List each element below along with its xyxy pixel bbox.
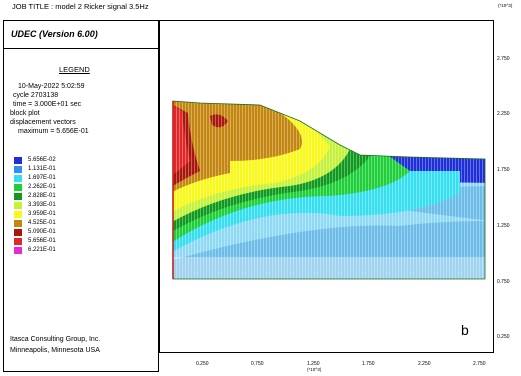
plot-type: block plot xyxy=(10,110,40,117)
displacement-contours xyxy=(173,101,485,279)
contour-level-label: 5.090E-01 xyxy=(28,229,56,235)
x-axis-exponent: (*10^3) xyxy=(307,367,322,372)
x-tick-label: 2.250 xyxy=(418,361,431,367)
contour-swatch xyxy=(14,202,22,209)
y-tick-label: 2.250 xyxy=(497,111,510,117)
run-time: time = 3.000E+01 sec xyxy=(13,101,82,108)
contour-level-label: 5.656E-01 xyxy=(28,238,56,244)
program-title: UDEC (Version 6.00) xyxy=(11,29,98,39)
y-tick-label: 0.750 xyxy=(497,279,510,285)
contour-swatch xyxy=(14,229,22,236)
contour-swatch xyxy=(14,247,22,254)
contour-level-label: 6.221E-01 xyxy=(28,247,56,253)
contour-level-label: 3.959E-01 xyxy=(28,211,56,217)
x-tick-label: 0.750 xyxy=(251,361,264,367)
vector-maximum: maximum = 5.656E-01 xyxy=(18,128,89,135)
contour-level-label: 4.525E-01 xyxy=(28,220,56,226)
contour-level-label: 1.697E-01 xyxy=(28,175,56,181)
vector-type: displacement vectors xyxy=(10,119,76,126)
run-cycle: cycle 2703138 xyxy=(13,92,59,99)
contour-swatch xyxy=(14,238,22,245)
lower-vector-zone xyxy=(173,257,485,279)
contour-level-label: 5.656E-02 xyxy=(28,157,56,163)
contour-swatch xyxy=(14,175,22,182)
y-tick-label: 1.250 xyxy=(497,223,510,229)
x-tick-label: 1.750 xyxy=(362,361,375,367)
y-tick-label: 2.750 xyxy=(497,56,510,62)
contour-level-label: 3.393E-01 xyxy=(28,202,56,208)
contour-level-label: 2.262E-01 xyxy=(28,184,56,190)
job-title: JOB TITLE : model 2 Ricker signal 3.5Hz xyxy=(12,2,149,11)
contour-swatch xyxy=(14,193,22,200)
y-tick-label: 1.750 xyxy=(497,167,510,173)
contour-level-label: 1.131E-01 xyxy=(28,166,56,172)
program-title-row: UDEC (Version 6.00) xyxy=(4,21,158,49)
y-tick-label: 0.250 xyxy=(497,334,510,340)
run-date: 10-May-2022 5:02:59 xyxy=(18,83,85,90)
contour-swatch xyxy=(14,166,22,173)
contour-swatch xyxy=(14,157,22,164)
contour-swatch xyxy=(14,184,22,191)
x-tick-label: 2.750 xyxy=(473,361,486,367)
legend-panel: UDEC (Version 6.00) LEGEND 10-May-2022 5… xyxy=(3,20,159,372)
x-tick-label: 0.250 xyxy=(196,361,209,367)
legend-heading: LEGEND xyxy=(59,65,90,74)
panel-letter: b xyxy=(461,322,469,338)
y-axis-exponent: (*10^3) xyxy=(498,3,513,8)
x-tick-label: 1.250 xyxy=(307,361,320,367)
contour-level-label: 2.828E-01 xyxy=(28,193,56,199)
credit-line-1: Itasca Consulting Group, Inc. xyxy=(10,336,101,343)
model-boundary xyxy=(172,100,486,280)
credit-line-2: Minneapolis, Minnesota USA xyxy=(10,347,100,354)
contour-swatch xyxy=(14,211,22,218)
contour-swatch xyxy=(14,220,22,227)
displacement-vector-overlay xyxy=(173,101,485,279)
plot-area xyxy=(159,20,494,353)
model-plot xyxy=(172,100,486,280)
